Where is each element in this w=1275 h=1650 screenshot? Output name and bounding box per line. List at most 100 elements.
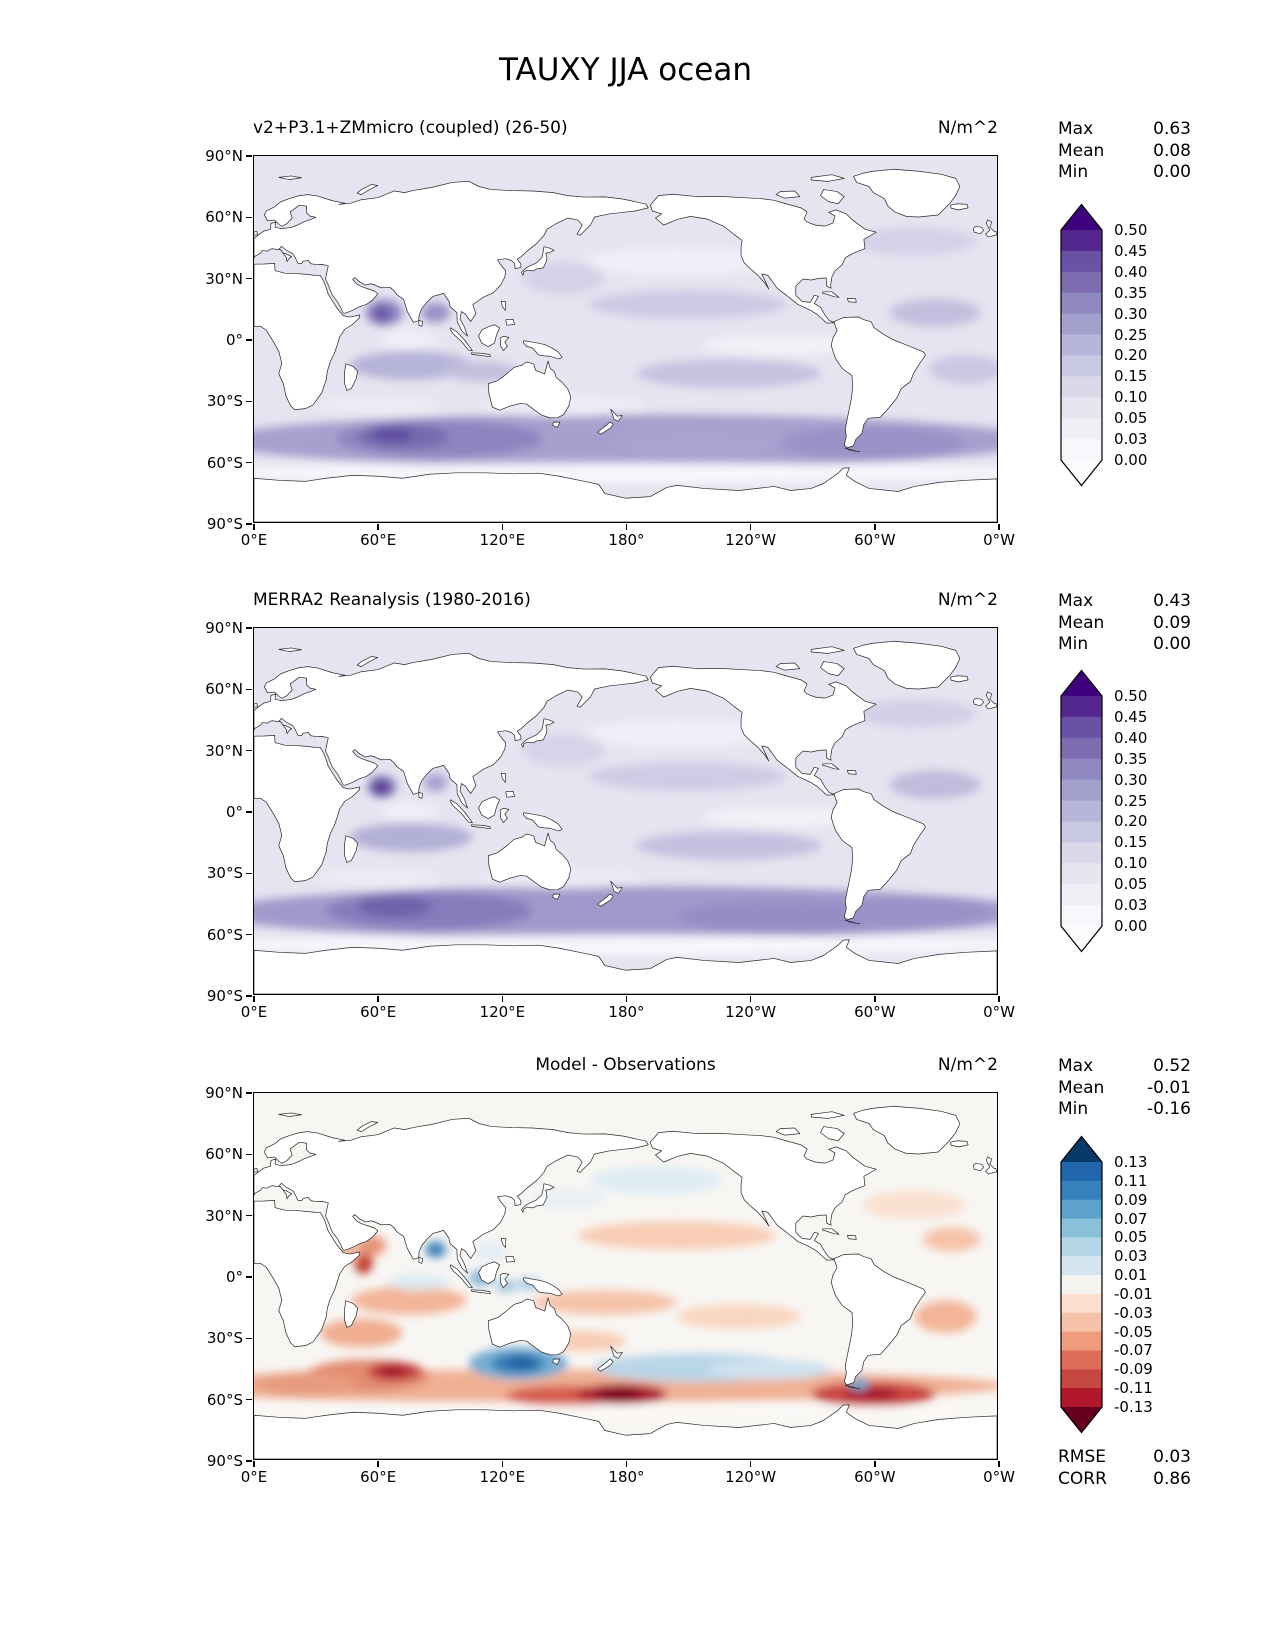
colorbar-tick-label: -0.01 — [1114, 1284, 1153, 1303]
lat-tick-label: 30°S — [206, 392, 243, 411]
lon-tick — [501, 1461, 504, 1467]
colorbar-tick-label: 0.05 — [1114, 1228, 1148, 1247]
lat-tick-label: 0° — [225, 331, 243, 349]
stat-value: -0.16 — [1147, 1099, 1191, 1119]
lat-tick — [246, 995, 252, 997]
lon-tick — [749, 996, 752, 1002]
lon-tick — [625, 996, 628, 1002]
lat-tick — [246, 523, 252, 525]
stat-row: Min 0.00 — [1058, 162, 1191, 184]
stats-panel-model: Max 0.63 Mean 0.08 Min 0.00 — [1058, 119, 1191, 184]
colorbar-diff — [1060, 1135, 1103, 1438]
lat-tick — [246, 627, 252, 629]
lon-tick-label: 60°W — [854, 531, 896, 549]
world-map-svg-1 — [254, 628, 997, 994]
lon-tick-label: 0°E — [240, 531, 268, 549]
lat-tick — [246, 1092, 252, 1094]
lon-tick-label: 0°E — [240, 1468, 268, 1486]
colorbar-tick-label: 0.35 — [1114, 749, 1148, 768]
corr-label: CORR — [1058, 1468, 1107, 1489]
lat-tick — [246, 1398, 252, 1401]
colorbar-svg — [1060, 669, 1103, 953]
lat-tick-label: 90°N — [205, 619, 243, 637]
lat-tick-label: 60°S — [206, 453, 243, 472]
panel-3-units: N/m^2 — [937, 1055, 998, 1075]
stat-value: 0.00 — [1153, 162, 1191, 182]
figure-title: TAUXY JJA ocean — [499, 52, 752, 88]
stat-label: Max — [1058, 591, 1094, 611]
colorbar-tick-label: 0.03 — [1114, 430, 1148, 449]
lon-tick — [253, 524, 255, 530]
rmse-label: RMSE — [1058, 1447, 1107, 1467]
lat-tick — [246, 811, 252, 813]
stat-value: 0.08 — [1153, 140, 1191, 161]
colorbar-tick-label: 0.20 — [1114, 346, 1148, 365]
stat-label: Min — [1058, 634, 1089, 654]
stat-row: Max 0.63 — [1058, 119, 1191, 141]
coastlines — [254, 640, 997, 994]
colorbar-tick-label: 0.20 — [1114, 812, 1148, 831]
lat-tick-label: 30°S — [206, 1329, 243, 1348]
lon-tick — [998, 996, 1000, 1002]
colorbar-tick-label: 0.09 — [1114, 1190, 1148, 1209]
colorbar-tick-label: -0.11 — [1114, 1379, 1153, 1398]
lat-tick — [246, 688, 252, 691]
lon-tick — [377, 524, 379, 530]
stat-value: 0.43 — [1153, 591, 1191, 611]
stat-row: RMSE 0.03 — [1058, 1447, 1191, 1469]
colorbar-tick-label: 0.15 — [1114, 367, 1148, 386]
lon-tick-label: 120°W — [725, 531, 777, 549]
lon-tick-label: 60°E — [360, 1468, 397, 1486]
lon-tick — [998, 524, 1000, 530]
lat-tick-label: 90°S — [206, 1452, 243, 1470]
colorbar-tick-label: 0.01 — [1114, 1266, 1148, 1285]
colorbar-tick-label: 0.11 — [1114, 1171, 1148, 1190]
lat-tick-label: 60°N — [205, 680, 243, 699]
stats-panel-diff: Max 0.52 Mean -0.01 Min -0.16 — [1058, 1056, 1191, 1121]
lat-tick-label: 0° — [225, 803, 243, 821]
colorbar-tick-label: 0.00 — [1114, 451, 1148, 469]
lon-tick-label: 0°W — [983, 531, 1015, 549]
colorbar-tick-label: 0.35 — [1114, 283, 1148, 302]
colorbar-tick-label: 0.40 — [1114, 728, 1148, 747]
stat-label: Mean — [1058, 1077, 1105, 1098]
lon-tick — [749, 1461, 752, 1467]
stat-value: 0.09 — [1153, 612, 1191, 633]
stat-row: Mean 0.08 — [1058, 141, 1191, 163]
lon-tick-label: 0°W — [983, 1468, 1015, 1486]
colorbar-obs — [1060, 669, 1103, 957]
lat-tick — [246, 872, 252, 875]
lon-tick — [998, 1461, 1000, 1467]
lat-tick — [246, 749, 252, 752]
lat-tick-label: 0° — [225, 1268, 243, 1286]
lon-tick-label: 120°W — [725, 1468, 777, 1486]
lat-tick-label: 60°S — [206, 925, 243, 944]
lat-tick-label: 30°N — [205, 741, 243, 760]
lat-tick — [246, 277, 252, 280]
lon-tick — [377, 996, 379, 1002]
stats-panel-obs: Max 0.43 Mean 0.09 Min 0.00 — [1058, 591, 1191, 656]
map-panel-model: 0°E 60°E 120°E 180° 120°W 60°W 0°W 90°N 60°N 30°N… — [205, 147, 1015, 549]
world-map-svg-2 — [254, 1093, 997, 1459]
lat-tick-label: 30°N — [205, 1206, 243, 1225]
stat-value: 0.52 — [1153, 1056, 1191, 1076]
panel-3-title: Model - Observations — [535, 1055, 716, 1075]
rmse-value: 0.03 — [1153, 1447, 1191, 1467]
lat-tick — [246, 1460, 252, 1462]
colorbar-tick-label: 0.03 — [1114, 896, 1148, 915]
lon-tick — [501, 524, 504, 530]
lat-tick — [246, 1337, 252, 1340]
colorbar-tick-label: 0.30 — [1114, 304, 1148, 323]
lon-tick — [253, 1461, 255, 1467]
colorbar-tick-label: 0.05 — [1114, 409, 1148, 428]
colorbar-tick-label: 0.50 — [1114, 221, 1148, 239]
stat-value: -0.01 — [1147, 1077, 1191, 1098]
panel-2-title: MERRA2 Reanalysis (1980-2016) — [253, 590, 531, 610]
lat-tick-label: 60°N — [205, 1145, 243, 1164]
stat-label: Max — [1058, 119, 1094, 139]
lat-tick-label: 60°S — [206, 1390, 243, 1409]
colorbar-tick-label: -0.03 — [1114, 1303, 1153, 1322]
lat-tick — [246, 1214, 252, 1217]
lat-tick-label: 90°S — [206, 987, 243, 1005]
